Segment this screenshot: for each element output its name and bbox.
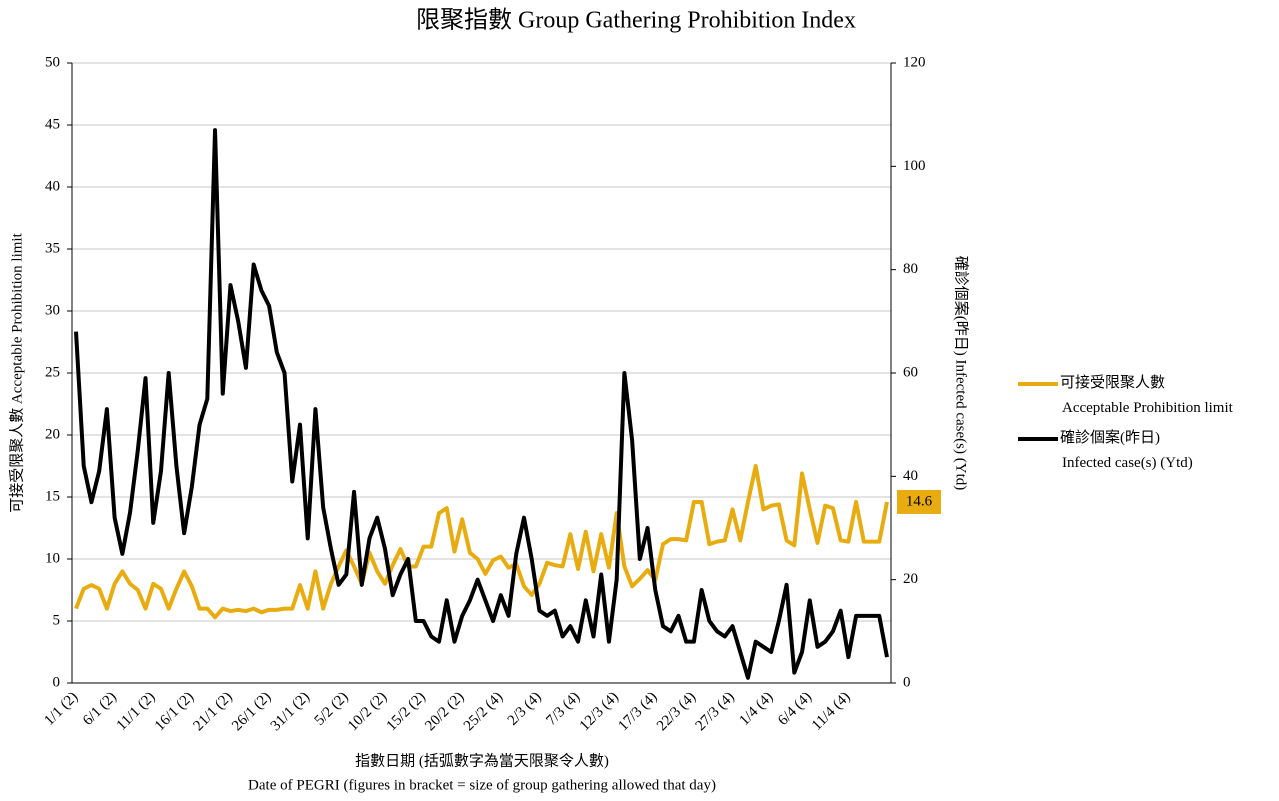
data-label-box	[897, 489, 941, 514]
x-tick-label: 12/3 (4)	[577, 689, 622, 734]
chart-title: 限聚指數 Group Gathering Prohibition Index	[416, 7, 856, 34]
x-tick-label: 25/2 (4)	[461, 689, 506, 734]
y-tick-label: 50	[45, 54, 60, 70]
y2-tick-label: 120	[903, 54, 926, 70]
x-tick-label: 26/1 (2)	[229, 689, 274, 734]
x-axis-subtitle: Date of PEGRI (figures in bracket = size…	[248, 777, 716, 793]
x-tick-label: 1/1 (2)	[41, 689, 81, 729]
x-tick-label: 20/2 (2)	[422, 689, 467, 734]
x-tick-label: 1/4 (4)	[737, 689, 777, 729]
x-tick-label: 21/1 (2)	[191, 689, 236, 734]
data-label: 14.6	[906, 493, 933, 509]
y2-tick-label: 80	[903, 261, 918, 277]
x-tick-label: 2/3 (4)	[505, 689, 545, 729]
y-tick-label: 30	[45, 302, 60, 318]
y2-axis-title: 確診個案(昨日) Infected case(s) (Ytd)	[953, 256, 971, 491]
x-tick-label: 17/3 (4)	[615, 689, 660, 734]
series-line	[74, 464, 889, 620]
y-tick-label: 10	[45, 550, 60, 566]
x-tick-label: 10/2 (2)	[345, 689, 390, 734]
y2-tick-label: 60	[903, 364, 918, 380]
y-tick-label: 0	[53, 674, 61, 690]
y-tick-label: 40	[45, 178, 60, 194]
y-tick-label: 15	[45, 488, 60, 504]
y2-tick-label: 0	[903, 674, 911, 690]
x-tick-label: 16/1 (2)	[152, 689, 197, 734]
y2-tick-label: 40	[903, 468, 918, 484]
series-line	[74, 128, 889, 680]
x-tick-label: 15/2 (2)	[384, 689, 429, 734]
y-tick-label: 5	[53, 612, 61, 628]
x-tick-label: 11/4 (4)	[809, 689, 854, 734]
x-tick-label: 27/3 (4)	[693, 689, 738, 734]
y-tick-label: 25	[45, 364, 60, 380]
x-tick-label: 31/1 (2)	[268, 689, 313, 734]
y-tick-label: 20	[45, 426, 60, 442]
y-tick-label: 35	[45, 240, 60, 256]
x-tick-label: 11/1 (2)	[114, 689, 159, 734]
y-tick-label: 45	[45, 116, 60, 132]
legend-label: 可接受限聚人數 Acceptable Prohibition limit	[1060, 374, 1234, 416]
y-axis-title: 可接受限聚人數 Acceptable Prohibition limit	[8, 232, 25, 512]
y2-tick-label: 100	[903, 158, 926, 174]
y2-tick-label: 20	[903, 571, 918, 587]
x-tick-label: 22/3 (4)	[654, 689, 699, 734]
x-axis-title: 指數日期 (括弧數字為當天限聚令人數)	[355, 752, 609, 769]
legend-label: 確診個案(昨日) Infected case(s) (Ytd)	[1060, 428, 1193, 471]
